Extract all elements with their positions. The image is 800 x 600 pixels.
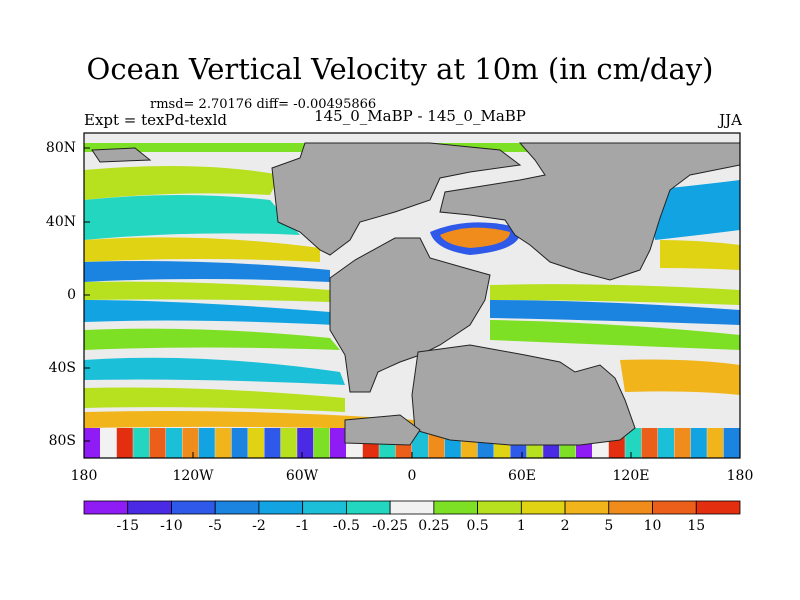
velocity-contour (84, 428, 100, 458)
velocity-contour (84, 237, 320, 262)
colorbar-label: -0.5 (332, 518, 360, 534)
velocity-contour (84, 411, 415, 430)
velocity-contour (84, 387, 345, 412)
colorbar-swatch (564, 500, 610, 515)
velocity-contour (248, 428, 264, 458)
land-south-coast (344, 414, 421, 446)
velocity-contour (100, 428, 117, 458)
velocity-contour (650, 180, 740, 240)
velocity-contour (440, 227, 510, 248)
land-greenland (91, 147, 152, 163)
colorbar-label: -5 (208, 518, 222, 534)
velocity-contour (84, 300, 335, 325)
land-south-america (329, 237, 491, 393)
lon-tick-label: 0 (407, 468, 417, 484)
velocity-contour (280, 428, 297, 458)
colorbar-swatch (258, 500, 304, 515)
colorbar-swatch (127, 500, 172, 515)
velocity-contour (490, 320, 740, 350)
velocity-contour (490, 300, 740, 325)
map-field (84, 133, 740, 458)
velocity-contour (84, 195, 300, 240)
colorbar-label: -10 (160, 518, 183, 534)
velocity-contour (84, 328, 340, 350)
colorbar-label: -2 (252, 518, 266, 534)
colorbar-label: -0.25 (372, 518, 409, 534)
lon-tick-label: 60E (507, 468, 537, 484)
velocity-contour (641, 428, 658, 458)
colorbar-label: 15 (687, 518, 706, 534)
colorbar-swatch (171, 500, 216, 515)
colorbar-label: 5 (604, 518, 614, 534)
velocity-contour (84, 166, 280, 200)
velocity-contour (620, 359, 740, 395)
velocity-contour (660, 240, 740, 270)
colorbar-label: -15 (116, 518, 139, 534)
colorbar-swatch (433, 500, 479, 515)
land-north-america (271, 142, 522, 256)
lon-tick-label: 180 (726, 468, 754, 484)
velocity-contour (84, 281, 330, 302)
colorbar-swatch (608, 500, 653, 515)
velocity-contour (690, 428, 707, 458)
colorbar-swatch (389, 500, 435, 515)
colorbar-label: 1 (516, 518, 526, 534)
colorbar-label: 10 (643, 518, 662, 534)
land-eurasia (439, 142, 740, 281)
colorbar-swatch (520, 500, 566, 515)
landmasses (91, 142, 740, 446)
velocity-contour (182, 428, 199, 458)
colorbar (83, 500, 741, 515)
velocity-contour (723, 428, 740, 458)
lon-tick-label: 60W (285, 468, 319, 484)
lon-tick-label: 120W (172, 468, 214, 484)
velocity-contour (330, 428, 346, 458)
figure-title: Ocean Vertical Velocity at 10m (in cm/da… (86, 52, 714, 86)
lon-tick-label: 120E (612, 468, 650, 484)
velocity-contour (490, 284, 740, 305)
velocity-contour (625, 428, 642, 458)
velocity-contour (658, 428, 674, 458)
velocity-contour (133, 428, 150, 458)
center-label: 145_0_MaBP - 145_0_MaBP (314, 107, 526, 125)
colorbar-swatch (214, 500, 260, 515)
velocity-contour (297, 428, 314, 458)
lat-tick-label: 40S (48, 360, 76, 376)
axis-ticks (83, 147, 741, 458)
colorbar-swatch (695, 500, 741, 515)
colorbar-label: 0.25 (418, 518, 450, 534)
velocity-contour (264, 428, 281, 458)
lon-tick-label: 180 (70, 468, 98, 484)
experiment-label: Expt = texPd-texld (84, 111, 228, 129)
colorbar-label: 2 (560, 518, 570, 534)
land-antarctica-block (411, 344, 636, 446)
colorbar-swatch (477, 500, 522, 515)
velocity-contour (231, 428, 248, 458)
velocity-contour (674, 428, 691, 458)
colorbar-swatch (302, 500, 347, 515)
colorbar-label: 0.5 (466, 518, 489, 534)
stats-label: rmsd= 2.70176 diff= -0.00495866 (150, 97, 377, 112)
season-label: JJA (719, 111, 742, 129)
velocity-contour (149, 428, 166, 458)
lat-tick-label: 80N (45, 140, 76, 156)
velocity-contour (198, 428, 215, 458)
lat-tick-label: 0 (67, 287, 76, 303)
velocity-contour (707, 428, 724, 458)
colorbar-swatch (83, 500, 129, 515)
velocity-contour (84, 357, 345, 385)
colorbar-swatch (345, 500, 391, 515)
velocity-contour (116, 428, 133, 458)
velocity-contour (84, 261, 330, 282)
velocity-contour (215, 428, 232, 458)
lat-tick-label: 40N (45, 214, 76, 230)
velocity-contour (166, 428, 182, 458)
colorbar-swatch (652, 500, 697, 515)
velocity-contour (313, 428, 330, 458)
colorbar-label: -1 (295, 518, 310, 534)
lat-tick-label: 80S (48, 433, 76, 449)
